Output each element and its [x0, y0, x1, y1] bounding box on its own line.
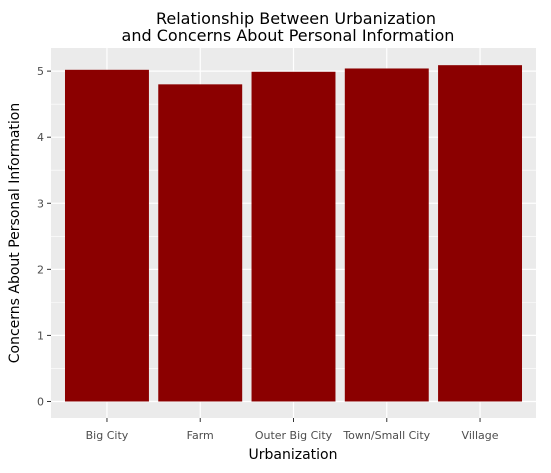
y-tick-label: 3	[37, 197, 44, 210]
bar-outer-big-city	[251, 71, 336, 402]
y-tick-label: 0	[37, 395, 44, 408]
chart-title-line-2: and Concerns About Personal Information	[122, 26, 455, 45]
x-tick-label: Outer Big City	[255, 429, 333, 442]
y-tick-label: 5	[37, 65, 44, 78]
bars	[64, 65, 523, 402]
y-tick-label: 2	[37, 263, 44, 276]
x-axis-title: Urbanization	[249, 447, 338, 463]
y-axis-title: Concerns About Personal Information	[7, 103, 23, 364]
x-axis-ticks: Big City Farm Outer Big City Town/Small Cit…	[86, 418, 499, 442]
x-tick-label: Town/Small City	[342, 429, 430, 442]
y-axis-ticks: 0 1 2 3 4 5	[37, 65, 51, 408]
bar-farm	[158, 84, 243, 402]
y-tick-label: 4	[37, 131, 44, 144]
x-tick-label: Big City	[86, 429, 129, 442]
bar-village	[438, 65, 523, 402]
x-tick-label: Village	[462, 429, 499, 442]
bar-big-city	[64, 69, 149, 402]
bar-town-small-city	[344, 68, 429, 402]
y-tick-label: 1	[37, 329, 44, 342]
x-tick-label: Farm	[187, 429, 214, 442]
chart-title-line-1: Relationship Between Urbanization	[156, 9, 436, 28]
